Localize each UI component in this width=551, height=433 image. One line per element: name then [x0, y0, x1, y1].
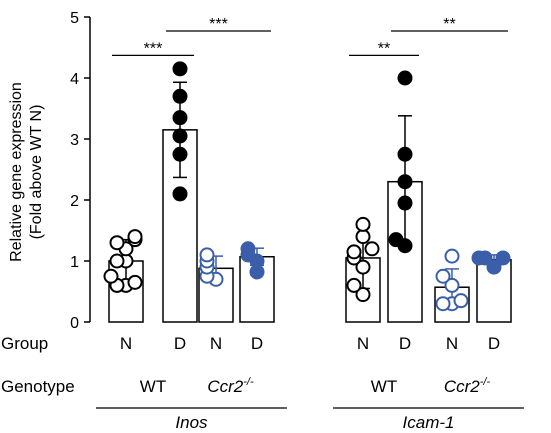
y-tick-label: 4 — [70, 71, 79, 88]
data-point — [397, 174, 413, 190]
genotype-row-label: Genotype — [1, 377, 75, 396]
data-point — [435, 268, 451, 284]
data-point — [435, 296, 451, 312]
data-point — [109, 253, 125, 269]
group-label: D — [251, 334, 263, 353]
data-point — [109, 235, 125, 251]
data-point — [471, 250, 487, 266]
data-point — [172, 186, 188, 202]
data-point — [172, 128, 188, 144]
group-row-label: Group — [1, 334, 48, 353]
points-group — [103, 61, 511, 312]
group-label: D — [174, 334, 186, 353]
group-label: D — [399, 334, 411, 353]
data-point — [172, 88, 188, 104]
genotype-label-ccr2: Ccr2-/- — [207, 376, 254, 396]
significance-group: ********** — [112, 16, 508, 57]
group-label: N — [446, 334, 458, 353]
group-label: N — [210, 334, 222, 353]
data-point — [495, 250, 511, 266]
data-point — [355, 259, 371, 275]
data-point — [346, 277, 362, 293]
data-point — [127, 229, 143, 245]
data-point — [397, 195, 413, 211]
data-point — [172, 146, 188, 162]
y-tick-label: 5 — [70, 10, 79, 27]
data-point — [172, 110, 188, 126]
group-label: D — [488, 334, 500, 353]
y-tick-label: 0 — [70, 315, 79, 332]
data-point — [453, 293, 469, 309]
significance-label: *** — [209, 16, 228, 33]
y-tick-label: 3 — [70, 132, 79, 149]
genotype-label-ccr2-superscript: -/- — [243, 376, 254, 388]
data-point — [388, 232, 404, 248]
data-point — [355, 216, 371, 232]
data-point — [103, 268, 119, 284]
y-axis-label-line2: (Fold above WT N) — [28, 105, 45, 240]
data-point — [444, 248, 460, 264]
data-point — [364, 241, 380, 257]
gene-label: Inos — [175, 413, 208, 432]
y-tick-label: 2 — [70, 193, 79, 210]
genotype-label-ccr2-superscript: -/- — [480, 376, 491, 388]
category-labels: N D N D WT Ccr2-/- Inos N D N D WT Ccr2-/- Icam-1 — [96, 334, 524, 432]
data-point — [355, 287, 371, 303]
significance-label: ** — [378, 40, 390, 57]
significance-label: *** — [144, 40, 163, 57]
group-label: N — [120, 334, 132, 353]
data-point — [172, 61, 188, 77]
significance-label: ** — [443, 16, 455, 33]
genotype-label-ccr2: Ccr2-/- — [444, 376, 491, 396]
data-point — [355, 229, 371, 245]
genotype-label-wt: WT — [371, 377, 397, 396]
data-point — [127, 274, 143, 290]
data-point — [397, 146, 413, 162]
gene-label: Icam-1 — [403, 413, 455, 432]
data-point — [346, 244, 362, 260]
genotype-label-wt: WT — [140, 377, 166, 396]
data-point — [444, 277, 460, 293]
data-point — [199, 247, 215, 263]
group-label: N — [357, 334, 369, 353]
y-axis: 0 1 2 3 4 5 — [70, 10, 91, 332]
y-tick-label: 1 — [70, 254, 79, 271]
data-point — [397, 70, 413, 86]
y-axis-label-line1: Relative gene expression — [8, 82, 25, 262]
data-point — [240, 241, 256, 257]
data-point — [486, 259, 502, 275]
